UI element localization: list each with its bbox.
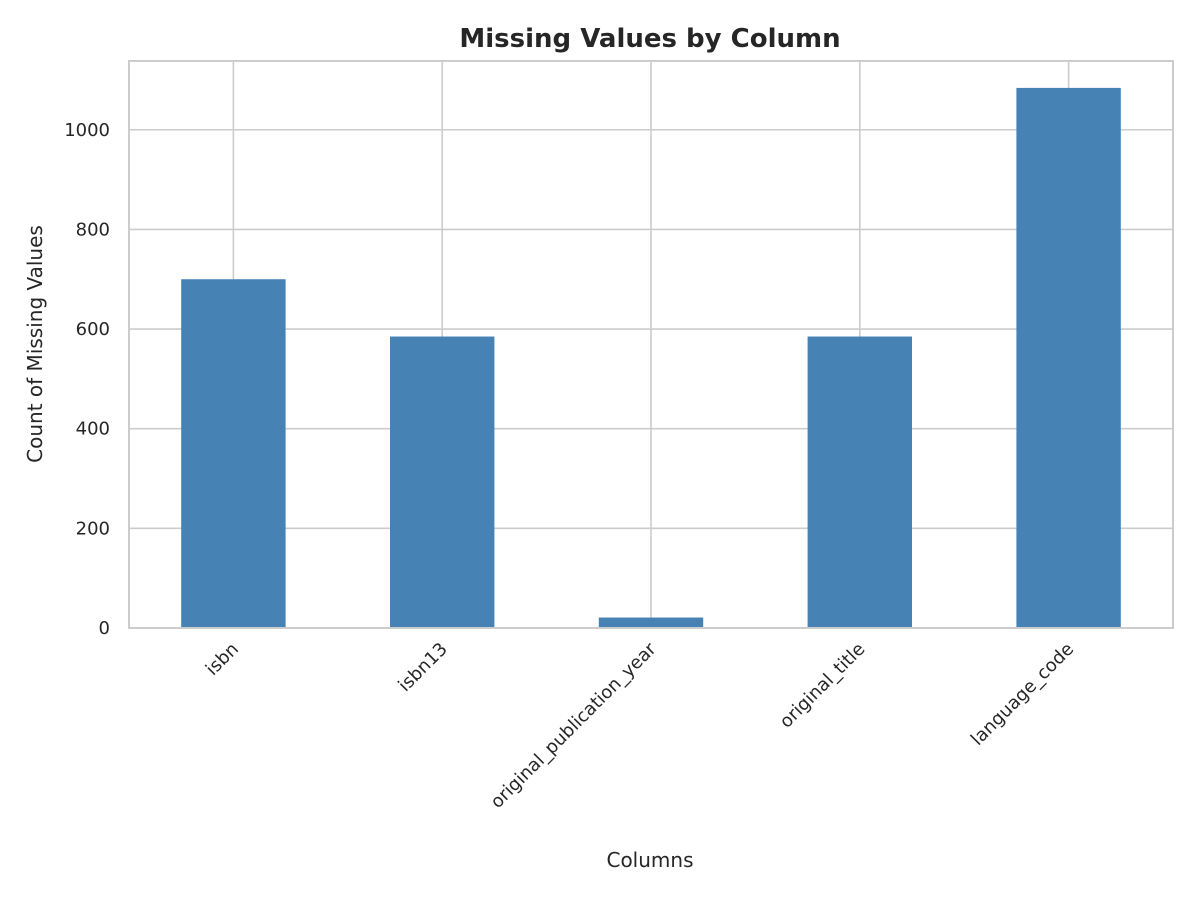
- bars: [181, 87, 1121, 629]
- x-axis-label: Columns: [606, 848, 693, 872]
- plot-frame: [128, 60, 1174, 629]
- x-tick-labels: isbn isbn13 original_publication_year origi…: [202, 638, 1078, 812]
- x-tick-label: isbn13: [394, 639, 451, 696]
- y-tick-label: 0: [99, 618, 110, 639]
- y-tick-label: 1000: [64, 120, 110, 141]
- bar-language-code: [1016, 87, 1121, 629]
- x-tick-label: original_title: [776, 639, 870, 733]
- x-tick-label: language_code: [967, 639, 1078, 750]
- x-tick-label: original_publication_year: [487, 638, 661, 812]
- y-tick-label: 400: [76, 419, 110, 440]
- bar-original-publication-year: [598, 617, 704, 628]
- x-tick-label: isbn: [202, 639, 243, 680]
- bar-isbn: [181, 279, 286, 628]
- y-tick-label: 800: [76, 219, 110, 240]
- y-tick-label: 600: [76, 319, 110, 340]
- y-tick-label: 200: [76, 518, 110, 539]
- y-axis-label: Count of Missing Values: [23, 225, 47, 463]
- bar-original-title: [807, 336, 912, 628]
- y-tick-labels: 0 200 400 600 800 1000: [64, 120, 110, 639]
- bar-isbn13: [390, 336, 495, 628]
- chart-title: Missing Values by Column: [459, 24, 840, 54]
